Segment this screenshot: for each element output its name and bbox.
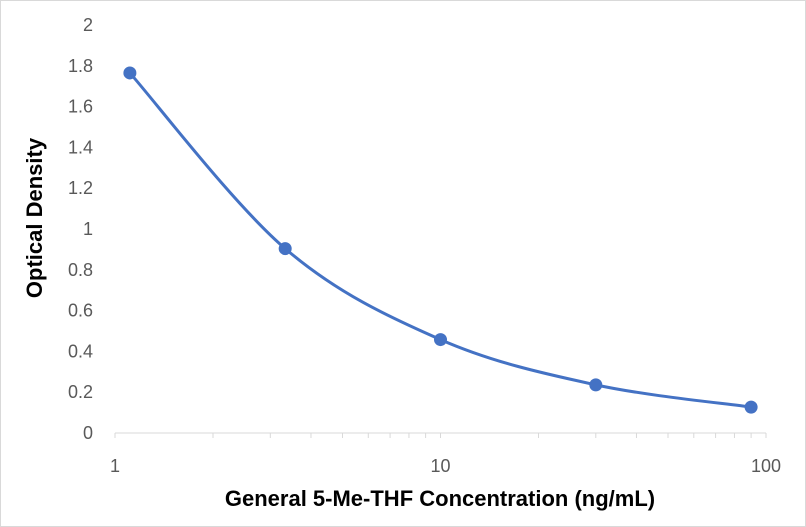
data-point: [744, 400, 758, 414]
x-tick-label: 10: [430, 456, 450, 476]
series-line: [128, 71, 753, 409]
y-tick-label: 1.2: [68, 178, 93, 198]
y-tick-label: 1: [83, 219, 93, 239]
y-tick-label: 1.6: [68, 97, 93, 117]
y-tick-label: 0.8: [68, 260, 93, 280]
y-tick-label: 2: [83, 15, 93, 35]
y-tick-label: 1.8: [68, 56, 93, 76]
plot-area: [123, 66, 758, 414]
y-tick-label: 0: [83, 423, 93, 443]
y-tick-label: 0.2: [68, 382, 93, 402]
data-point: [278, 242, 292, 256]
x-axis: [114, 432, 767, 438]
data-point: [123, 66, 137, 80]
x-axis-title: General 5-Me-THF Concentration (ng/mL): [225, 486, 655, 511]
data-point: [589, 378, 603, 392]
y-tick-label: 1.4: [68, 137, 93, 157]
x-axis-ticks: 1 10 100: [110, 456, 781, 476]
data-point: [434, 333, 447, 347]
x-tick-label: 100: [751, 456, 781, 476]
x-tick-label: 1: [110, 456, 120, 476]
y-axis-title: Optical Density: [22, 137, 47, 298]
y-tick-label: 0.6: [68, 301, 93, 321]
y-tick-label: 0.4: [68, 341, 93, 361]
y-axis-ticks: 0 0.2 0.4 0.6 0.8 1 1.2 1.4 1.6 1.8 2: [68, 15, 93, 443]
